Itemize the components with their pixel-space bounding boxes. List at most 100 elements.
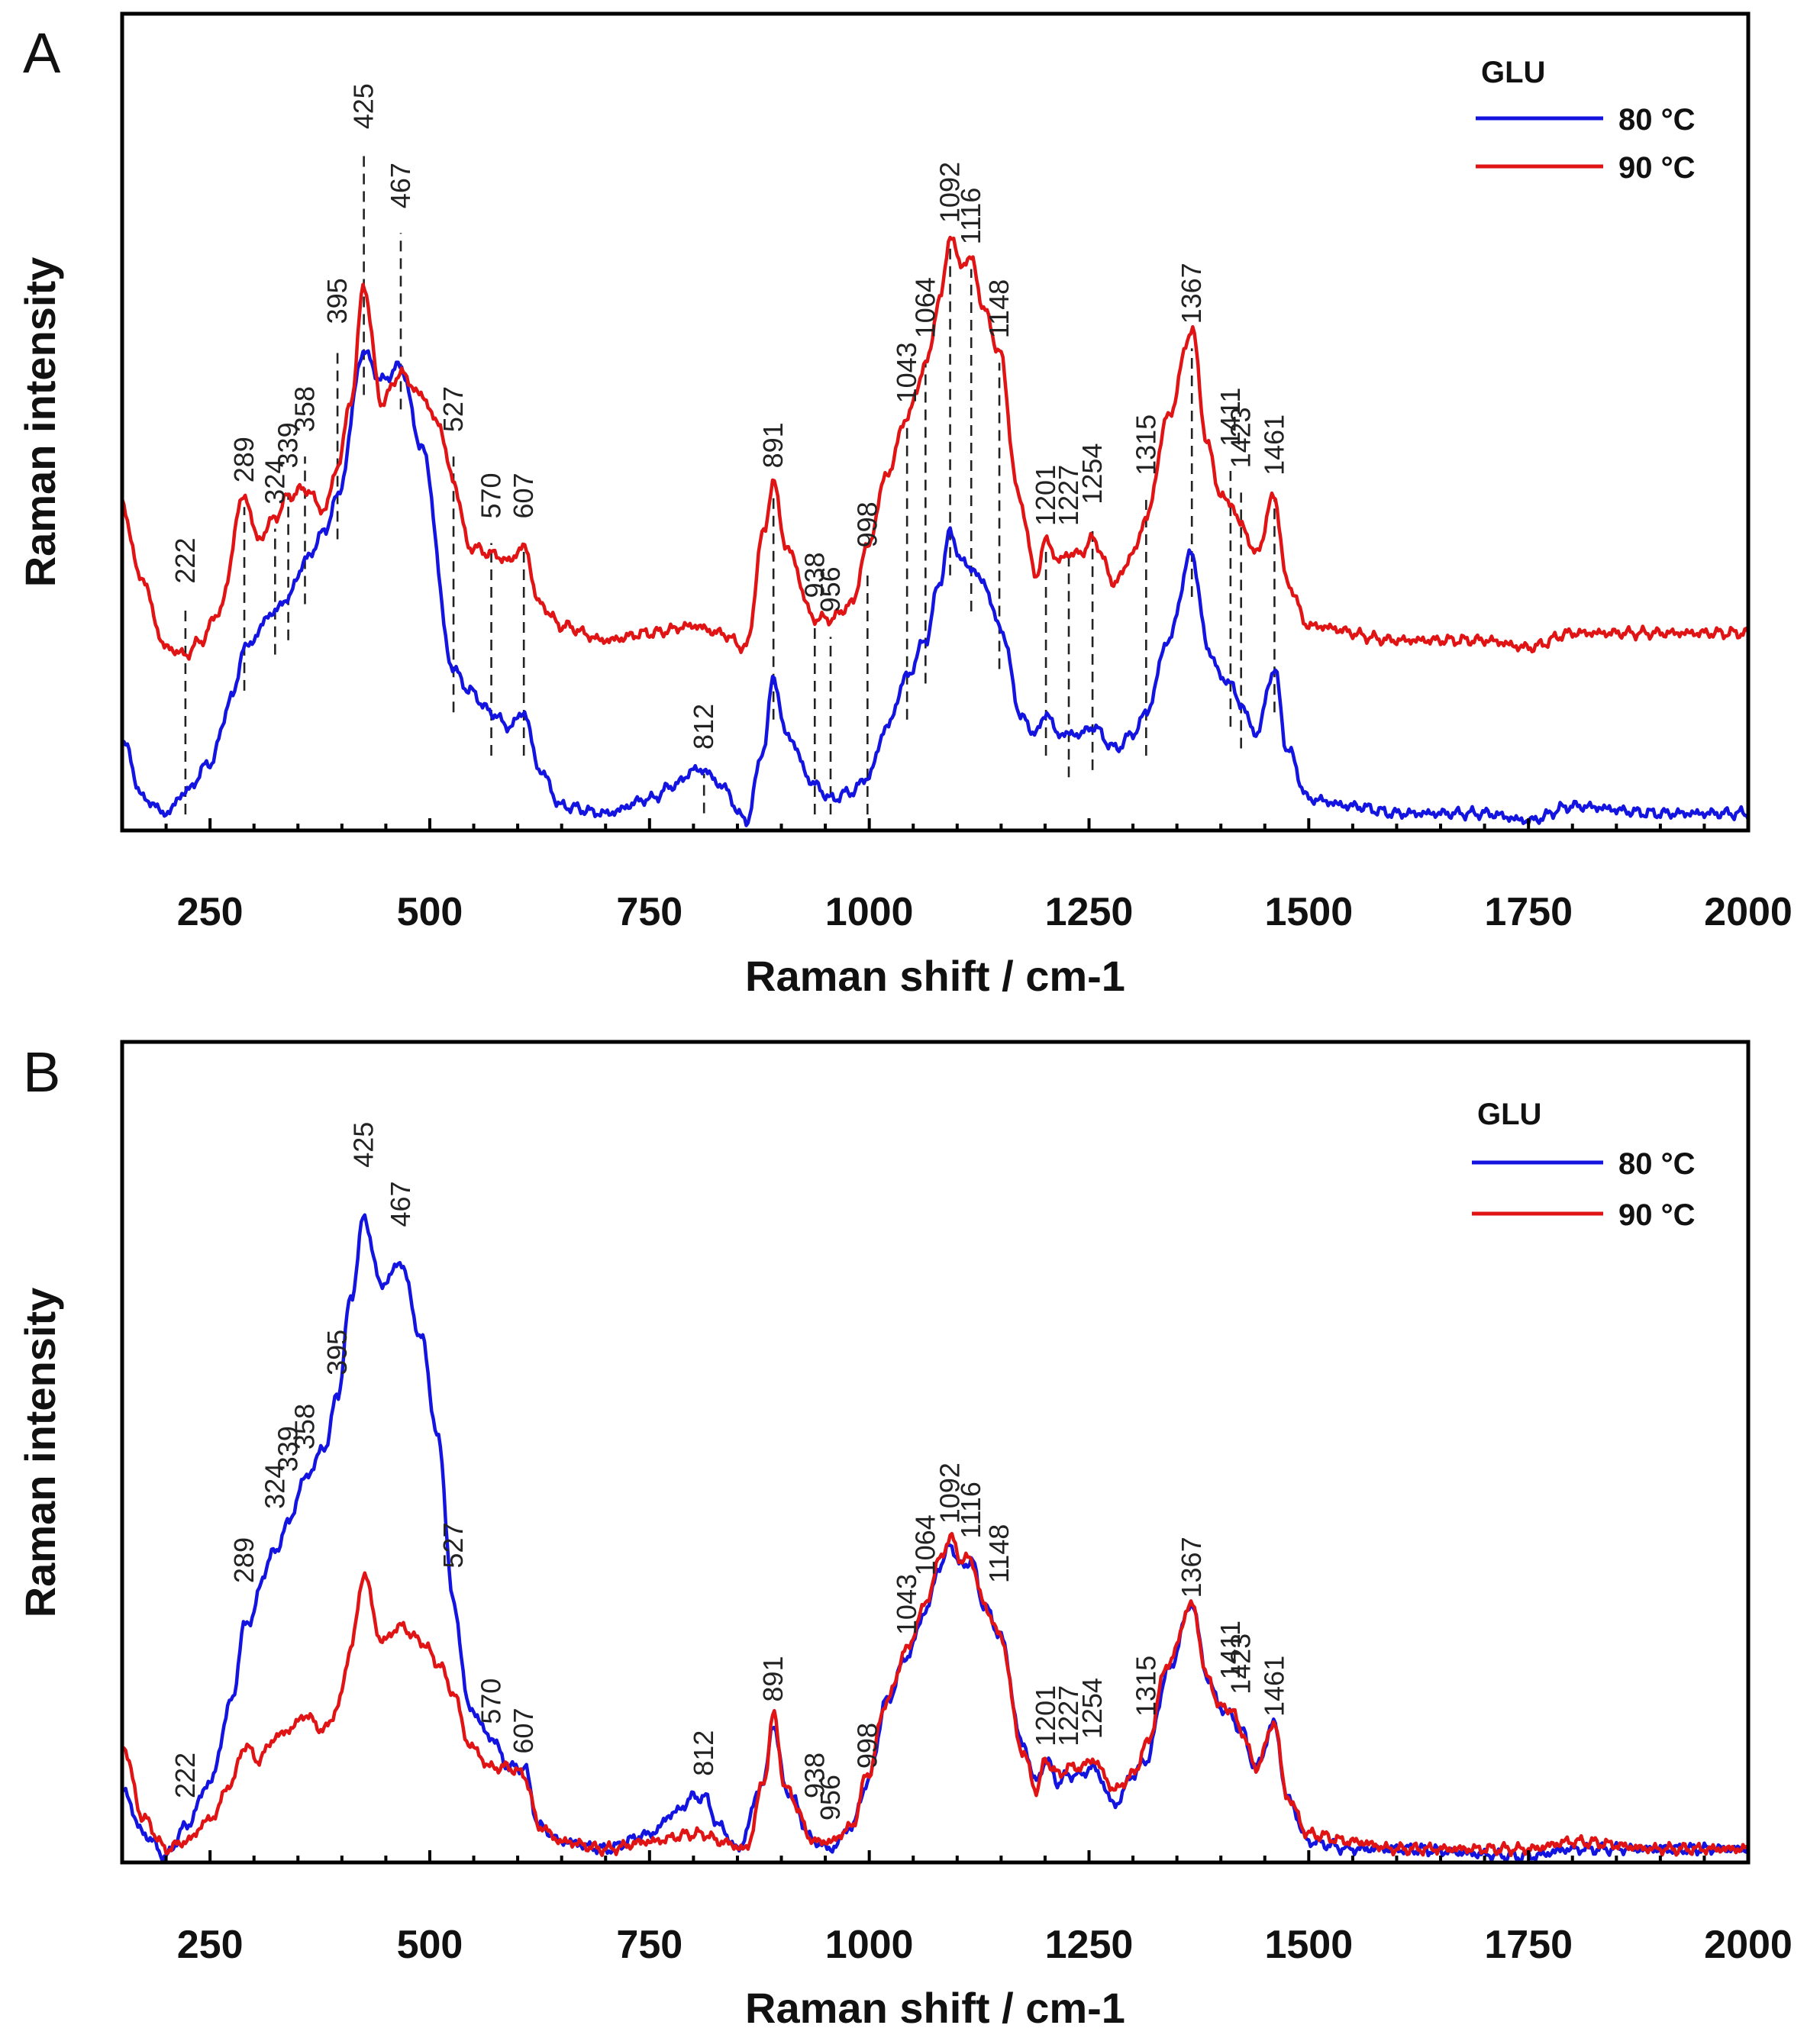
x-tick-label: 500 xyxy=(397,1923,463,1967)
peak-label: 1315 xyxy=(1130,414,1161,476)
series-line-80c xyxy=(120,349,1751,827)
peak-label: 1315 xyxy=(1130,1656,1161,1717)
x-tick-label: 2000 xyxy=(1704,890,1793,934)
peak-label: 425 xyxy=(348,1122,379,1168)
peak-label: 1367 xyxy=(1176,263,1207,324)
panel-b-x-axis-title: Raman shift / cm-1 xyxy=(745,1984,1125,2032)
panel-a-legend-label-90c: 90 °C xyxy=(1618,151,1696,185)
x-tick-label: 750 xyxy=(616,890,682,934)
x-tick-label: 750 xyxy=(616,1923,682,1967)
panel-a-legend: GLU 80 °C 90 °C xyxy=(1476,56,1696,185)
peak-label: 956 xyxy=(815,566,846,612)
peak-label: 1064 xyxy=(909,1514,941,1575)
panel-b-y-axis-title: Raman intensity xyxy=(16,1288,64,1618)
panel-b: B 250 500 750 1000 1250 1500 1750 2000 222 289 32… xyxy=(16,1040,1793,2032)
panel-a-dashed-guides xyxy=(184,153,1276,814)
x-tick-label: 1750 xyxy=(1484,1923,1573,1967)
peak-label: 1254 xyxy=(1076,1678,1108,1739)
peak-label: 1116 xyxy=(955,188,986,245)
panel-b-letter: B xyxy=(23,1040,60,1104)
peak-label: 1064 xyxy=(909,277,941,338)
peak-label: 1043 xyxy=(891,1574,922,1635)
x-tick-label: 250 xyxy=(177,1923,244,1967)
panel-a-legend-title: GLU xyxy=(1481,56,1545,89)
peak-label: 1227 xyxy=(1053,1685,1084,1746)
panel-b-plot-frame xyxy=(120,1040,1751,1865)
series-line-90c xyxy=(120,1531,1751,1858)
peak-label: 1411 xyxy=(1215,388,1246,447)
peak-label: 1148 xyxy=(983,279,1015,338)
panel-a-letter: A xyxy=(23,21,61,85)
peak-label: 891 xyxy=(757,422,789,468)
panel-b-legend: GLU 80 °C 90 °C xyxy=(1472,1098,1696,1232)
peak-label: 998 xyxy=(851,1723,883,1769)
peak-label: 570 xyxy=(476,472,507,518)
x-tick-label: 1000 xyxy=(825,1923,914,1967)
peak-label: 891 xyxy=(757,1656,789,1702)
peak-label: 222 xyxy=(169,1753,201,1798)
panel-b-series xyxy=(120,1213,1751,1864)
peak-label: 570 xyxy=(476,1678,507,1724)
x-tick-label: 1000 xyxy=(825,890,914,934)
panel-b-legend-label-90c: 90 °C xyxy=(1618,1198,1696,1232)
peak-label: 1201 xyxy=(1030,465,1061,526)
peak-label: 812 xyxy=(688,704,719,750)
panel-a-x-axis-title: Raman shift / cm-1 xyxy=(745,952,1125,1000)
series-line-90c xyxy=(120,235,1751,661)
x-tick-label: 1750 xyxy=(1484,890,1573,934)
peak-label: 1092 xyxy=(934,162,966,223)
peak-label: 324 xyxy=(259,459,290,505)
peak-label: 1461 xyxy=(1258,414,1289,476)
peak-label: 527 xyxy=(437,386,469,432)
panel-a: A 250 500 750 1000 1250 1500 1750 2000 222 289 32… xyxy=(16,11,1793,1000)
peak-label: 1043 xyxy=(891,342,922,403)
x-tick-label: 500 xyxy=(397,890,463,934)
peak-label: 938 xyxy=(799,552,830,598)
peak-label: 289 xyxy=(228,437,260,482)
peak-label: 1423 xyxy=(1225,407,1257,468)
peak-label: 358 xyxy=(289,1404,321,1449)
peak-label: 527 xyxy=(437,1523,469,1569)
panel-b-legend-label-80c: 80 °C xyxy=(1618,1147,1696,1181)
panel-b-legend-title: GLU xyxy=(1477,1098,1541,1131)
x-tick-label: 1250 xyxy=(1045,890,1134,934)
peak-label: 1367 xyxy=(1176,1537,1207,1598)
panel-a-y-axis-title: Raman intensity xyxy=(16,257,64,588)
peak-label: 956 xyxy=(815,1775,846,1820)
peak-label: 1148 xyxy=(983,1524,1015,1583)
peak-label: 1227 xyxy=(1053,465,1084,526)
peak-label: 222 xyxy=(169,538,201,584)
peak-label: 812 xyxy=(688,1730,719,1776)
x-tick-label: 1500 xyxy=(1264,1923,1353,1967)
x-tick-label: 1500 xyxy=(1264,890,1353,934)
peak-label: 607 xyxy=(508,1708,539,1754)
peak-label: 1201 xyxy=(1030,1685,1061,1746)
panel-a-x-axis: 250 500 750 1000 1250 1500 1750 2000 xyxy=(164,818,1793,934)
x-tick-label: 1250 xyxy=(1045,1923,1134,1967)
peak-label: 938 xyxy=(799,1753,830,1798)
peak-label: 339 xyxy=(273,422,304,468)
peak-label: 1092 xyxy=(934,1462,966,1524)
peak-label: 1461 xyxy=(1258,1656,1289,1717)
x-tick-label: 250 xyxy=(177,890,244,934)
peak-label: 467 xyxy=(385,163,416,208)
peak-label: 1116 xyxy=(955,1482,986,1539)
peak-label: 998 xyxy=(851,501,883,547)
peak-label: 395 xyxy=(321,1330,353,1375)
peak-label: 607 xyxy=(508,472,539,518)
peak-label: 395 xyxy=(321,278,353,324)
peak-label: 467 xyxy=(385,1181,416,1227)
peak-label: 358 xyxy=(289,386,321,432)
panel-a-legend-label-80c: 80 °C xyxy=(1618,103,1696,137)
peak-label: 324 xyxy=(259,1463,290,1509)
peak-label: 339 xyxy=(273,1426,304,1472)
x-tick-label: 2000 xyxy=(1704,1923,1793,1967)
panel-a-series xyxy=(120,235,1751,827)
peak-label: 425 xyxy=(348,83,379,129)
peak-label: 1254 xyxy=(1076,443,1108,505)
peak-label: 1411 xyxy=(1215,1620,1246,1679)
peak-label: 1423 xyxy=(1225,1633,1257,1695)
peak-label: 289 xyxy=(228,1537,260,1583)
